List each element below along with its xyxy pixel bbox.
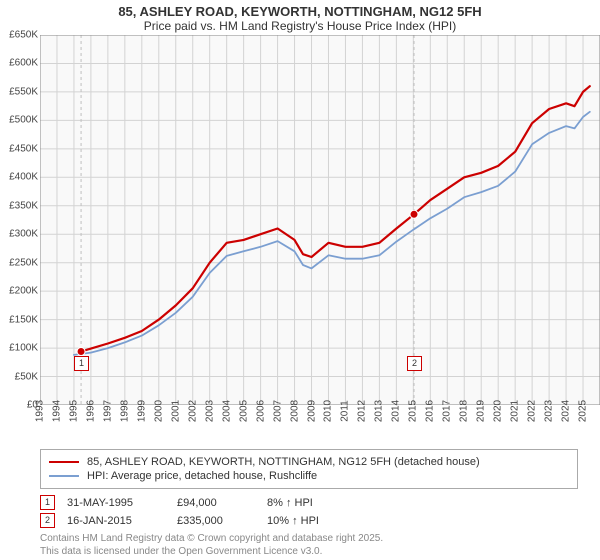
copyright: Contains HM Land Registry data © Crown c… xyxy=(40,532,600,558)
x-axis-labels: 1993199419951996199719981999200020012002… xyxy=(40,405,600,445)
marker-table: 1 31-MAY-1995 £94,000 8% ↑ HPI 2 16-JAN-… xyxy=(40,495,600,528)
marker-row-2: 2 16-JAN-2015 £335,000 10% ↑ HPI xyxy=(40,513,600,528)
x-axis-label: 2002 xyxy=(187,400,198,422)
x-axis-label: 2016 xyxy=(425,400,436,422)
y-axis-label: £600K xyxy=(9,58,38,69)
chart-title-block: 85, ASHLEY ROAD, KEYWORTH, NOTTINGHAM, N… xyxy=(0,0,600,35)
x-axis-label: 2000 xyxy=(153,400,164,422)
legend-label-2: HPI: Average price, detached house, Rush… xyxy=(87,470,317,482)
plot-marker-1: 1 xyxy=(74,356,89,371)
x-axis-label: 1997 xyxy=(102,400,113,422)
x-axis-label: 1995 xyxy=(68,400,79,422)
y-axis-label: £500K xyxy=(9,115,38,126)
x-axis-label: 2005 xyxy=(238,400,249,422)
x-axis-label: 2009 xyxy=(306,400,317,422)
y-axis-label: £300K xyxy=(9,229,38,240)
x-axis-label: 1999 xyxy=(136,400,147,422)
y-axis-label: £450K xyxy=(9,143,38,154)
x-axis-label: 2004 xyxy=(221,400,232,422)
marker-box-2: 2 xyxy=(40,513,55,528)
x-axis-label: 2003 xyxy=(204,400,215,422)
y-axis-label: £50K xyxy=(15,371,38,382)
legend: 85, ASHLEY ROAD, KEYWORTH, NOTTINGHAM, N… xyxy=(40,449,578,489)
y-axis-label: £250K xyxy=(9,257,38,268)
y-axis-label: £550K xyxy=(9,86,38,97)
y-axis-label: £400K xyxy=(9,172,38,183)
x-axis-label: 2007 xyxy=(272,400,283,422)
x-axis-label: 2014 xyxy=(391,400,402,422)
x-axis-label: 2013 xyxy=(374,400,385,422)
x-axis-label: 2015 xyxy=(408,400,419,422)
marker-date-1: 31-MAY-1995 xyxy=(67,497,177,509)
x-axis-label: 2006 xyxy=(255,400,266,422)
chart-svg xyxy=(40,35,600,405)
x-axis-label: 2019 xyxy=(476,400,487,422)
legend-row-series2: HPI: Average price, detached house, Rush… xyxy=(49,470,569,482)
legend-label-1: 85, ASHLEY ROAD, KEYWORTH, NOTTINGHAM, N… xyxy=(87,456,480,468)
plot-marker-2: 2 xyxy=(407,356,422,371)
marker-price-2: £335,000 xyxy=(177,515,267,527)
title-line2: Price paid vs. HM Land Registry's House … xyxy=(0,19,600,33)
marker-date-2: 16-JAN-2015 xyxy=(67,515,177,527)
x-axis-label: 2022 xyxy=(527,400,538,422)
marker-pct-2: 10% ↑ HPI xyxy=(267,515,357,527)
x-axis-label: 2020 xyxy=(493,400,504,422)
x-axis-label: 2011 xyxy=(340,400,351,422)
x-axis-label: 2010 xyxy=(323,400,334,422)
x-axis-label: 2024 xyxy=(561,400,572,422)
y-axis-label: £100K xyxy=(9,343,38,354)
legend-row-series1: 85, ASHLEY ROAD, KEYWORTH, NOTTINGHAM, N… xyxy=(49,456,569,468)
y-axis-label: £200K xyxy=(9,286,38,297)
x-axis-label: 2017 xyxy=(442,400,453,422)
x-axis-label: 1998 xyxy=(119,400,130,422)
x-axis-label: 2023 xyxy=(544,400,555,422)
x-axis-label: 2021 xyxy=(510,400,521,422)
title-line1: 85, ASHLEY ROAD, KEYWORTH, NOTTINGHAM, N… xyxy=(0,4,600,19)
marker-box-1: 1 xyxy=(40,495,55,510)
legend-swatch-1 xyxy=(49,461,79,463)
marker-price-1: £94,000 xyxy=(177,497,267,509)
chart-area: £0£50K£100K£150K£200K£250K£300K£350K£400… xyxy=(40,35,600,405)
y-axis-label: £650K xyxy=(9,30,38,41)
legend-swatch-2 xyxy=(49,475,79,477)
x-axis-label: 2008 xyxy=(289,400,300,422)
x-axis-label: 2012 xyxy=(357,400,368,422)
x-axis-label: 1993 xyxy=(35,400,46,422)
x-axis-label: 1996 xyxy=(85,400,96,422)
copyright-line2: This data is licensed under the Open Gov… xyxy=(40,545,600,558)
y-axis-label: £150K xyxy=(9,314,38,325)
x-axis-label: 2001 xyxy=(170,400,181,422)
copyright-line1: Contains HM Land Registry data © Crown c… xyxy=(40,532,600,545)
marker-pct-1: 8% ↑ HPI xyxy=(267,497,357,509)
marker-row-1: 1 31-MAY-1995 £94,000 8% ↑ HPI xyxy=(40,495,600,510)
x-axis-label: 1994 xyxy=(51,400,62,422)
y-axis-label: £350K xyxy=(9,200,38,211)
x-axis-label: 2025 xyxy=(578,400,589,422)
x-axis-label: 2018 xyxy=(459,400,470,422)
